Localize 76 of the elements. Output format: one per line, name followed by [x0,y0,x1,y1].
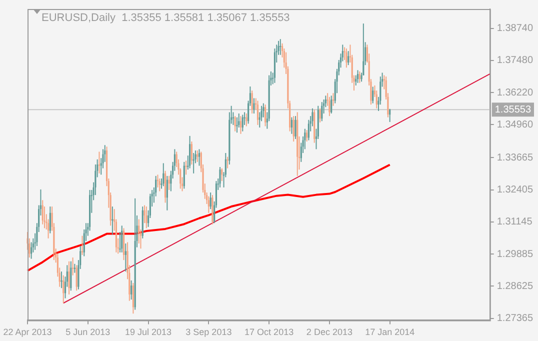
candlestick [190,141,192,165]
y-tick-label: 1.27365 [496,313,534,324]
y-tick-label: 1.34960 [496,119,534,130]
candlestick [72,257,74,276]
candlestick [321,102,323,122]
candlestick [306,130,308,142]
ref-line-label: 1.35553 [494,104,532,116]
candlestick [198,148,200,166]
candlestick [49,206,51,234]
candlestick [292,116,294,142]
candlestick [372,86,374,104]
y-tick-label: 1.33665 [496,152,534,164]
candlestick [242,114,244,132]
x-tick-label: 19 Jul 2013 [125,327,172,338]
x-tick-label: 2 Dec 2013 [306,327,352,338]
candlestick [238,113,240,128]
candlestick [356,70,359,84]
candlestick [330,95,332,114]
y-tick-label: 1.38740 [496,23,534,34]
candlestick [308,119,310,141]
candlestick [60,271,62,289]
candlestick [94,164,96,196]
candlestick [68,260,70,295]
candlestick [348,50,350,66]
candlestick [81,235,84,256]
candlestick [304,128,306,150]
candlestick [256,100,259,126]
candlestick [130,280,132,300]
y-tick-label: 1.28625 [496,280,534,292]
candlestick [219,166,221,188]
candlestick [183,161,185,190]
candlestick [332,92,334,106]
candlestick [124,242,126,272]
candlestick [62,274,64,304]
candlestick [262,102,264,118]
x-tick-label: 17 Oct 2013 [244,327,294,338]
candlestick [185,160,187,176]
candlestick [162,162,164,187]
candlestick [121,225,123,253]
candlestick [328,96,330,117]
candlestick [290,116,293,134]
candlestick [221,168,223,182]
candlestick [166,175,168,211]
candlestick [389,108,391,122]
chart-title: EURUSD,Daily 1.35355 1.35581 1.35067 1.35553 [42,12,290,24]
candlestick [196,150,198,162]
candlestick [294,116,296,140]
candlestick [70,260,72,292]
candlestick [253,98,255,114]
candlestick [280,38,282,56]
candlestick [208,196,210,214]
candlestick [251,90,253,114]
candlestick [236,116,238,134]
candlestick [240,116,242,134]
candlestick [226,156,228,169]
candlestick [146,206,148,229]
y-tick-label: 1.31145 [496,216,533,228]
candlestick [264,104,266,127]
y-tick-label: 1.29885 [496,248,534,260]
candlestick [319,108,321,123]
candlestick [189,135,191,169]
y-tick-label: 1.37480 [496,55,534,66]
candlestick [158,178,160,192]
x-tick-label: 3 Sep 2013 [186,327,232,338]
candlestick [42,200,44,225]
candlestick [144,204,146,224]
x-tick-label: 17 Jan 2014 [365,327,415,338]
candlestick [358,70,360,84]
x-tick-label: 22 Apr 2013 [3,327,52,338]
candlestick [132,282,134,314]
y-tick-label: 1.32405 [496,184,534,196]
y-tick-label: 1.36220 [496,87,534,98]
candlestick [346,48,348,68]
candlestick [76,264,78,292]
candlestick [210,192,212,210]
x-tick-label: 5 Jun 2013 [66,327,110,338]
